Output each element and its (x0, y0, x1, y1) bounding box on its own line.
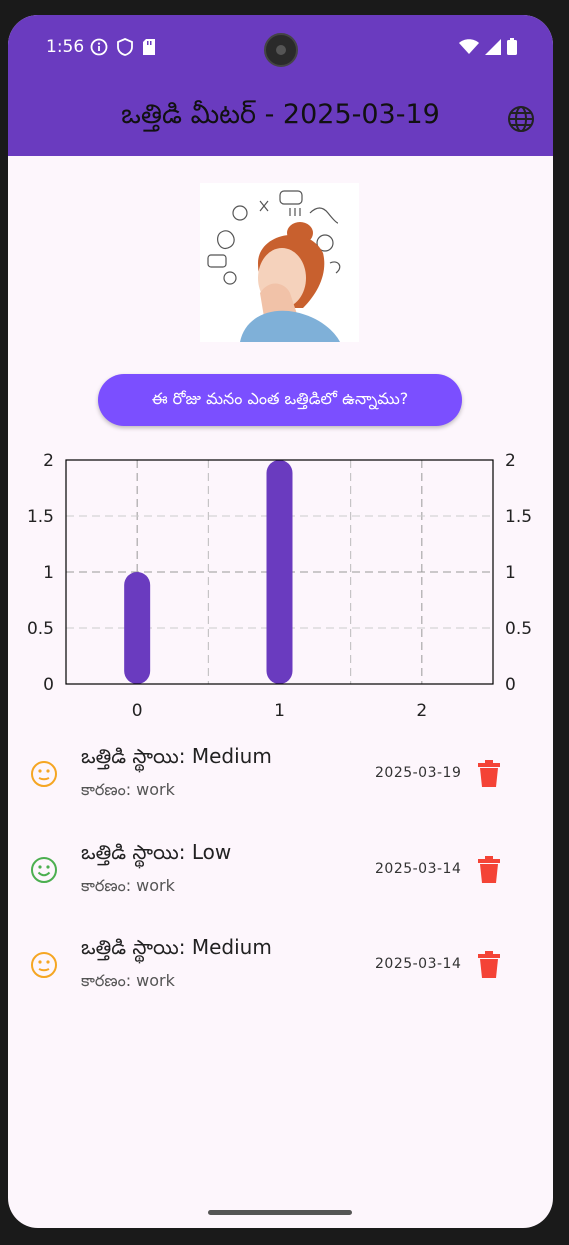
app-bar: 1:56 ఒత్తిడి మీటర్ - 2025-03-19 (8, 15, 553, 156)
x-tick-label: 2 (416, 701, 427, 720)
y-tick-label-right: 1 (505, 563, 516, 583)
globe-icon[interactable] (507, 105, 535, 133)
chart-frame (65, 459, 494, 685)
entry-reason: కారణం: work (81, 780, 175, 799)
x-tick-label: 1 (274, 701, 285, 720)
entry-reason: కారణం: work (81, 876, 175, 895)
trash-icon (478, 951, 500, 978)
stress-chart: 0 0 0.5 0.5 1 1 1.5 1.5 2 2 0 1 2 (27, 451, 532, 720)
y-tick-label-right: 1.5 (505, 507, 532, 527)
page-title: ఒత్తిడి మీటర్ - 2025-03-19 (121, 99, 440, 130)
list-item[interactable]: ఒత్తిడి స్థాయి: Medium కారణం: work 2025-… (8, 730, 553, 820)
entry-date: 2025-03-14 (375, 956, 462, 972)
entry-reason: కారణం: work (81, 971, 175, 990)
neutral-face-icon (31, 761, 57, 787)
chart-bar (124, 572, 151, 684)
home-indicator[interactable] (208, 1210, 352, 1215)
entry-stress-level: ఒత్తిడి స్థాయి: Medium (81, 935, 272, 959)
y-tick-label-right: 0.5 (505, 619, 532, 639)
sd-card-icon (143, 39, 155, 55)
delete-button[interactable] (478, 856, 500, 884)
y-tick-label-left: 0 (43, 675, 54, 695)
front-camera (264, 33, 298, 67)
signal-icon (485, 38, 501, 55)
stress-illustration (200, 183, 359, 342)
y-tick-label-right: 0 (505, 675, 516, 695)
x-tick-label: 0 (132, 701, 143, 720)
chart-bar (266, 460, 293, 684)
status-time: 1:56 (46, 37, 85, 57)
entry-date: 2025-03-19 (375, 765, 462, 781)
smile-face-icon (31, 857, 57, 883)
list-item[interactable]: ఒత్తిడి స్థాయి: Medium కారణం: work 2025-… (8, 921, 553, 1011)
status-icons-right (459, 38, 517, 55)
battery-icon (507, 38, 517, 55)
shield-icon (117, 38, 133, 56)
entry-date: 2025-03-14 (375, 861, 462, 877)
delete-button[interactable] (478, 951, 500, 979)
delete-button[interactable] (478, 760, 500, 788)
check-stress-button[interactable]: ఈ రోజు మనం ఎంత ఒత్తిడిలో ఉన్నాము? (98, 374, 462, 426)
y-tick-label-left: 1 (43, 563, 54, 583)
phone-screen: 1:56 ఒత్తిడి మీటర్ - 2025-03-19 (8, 15, 553, 1228)
y-tick-label-left: 0.5 (27, 619, 54, 639)
info-icon (90, 38, 108, 56)
y-tick-label-right: 2 (505, 451, 516, 471)
list-item[interactable]: ఒత్తిడి స్థాయి: Low కారణం: work 2025-03-… (8, 826, 553, 916)
y-tick-label-left: 1.5 (27, 507, 54, 527)
wifi-icon (459, 38, 479, 54)
entry-stress-level: ఒత్తిడి స్థాయి: Medium (81, 744, 272, 768)
status-icons-left (90, 38, 156, 56)
entry-stress-level: ఒత్తిడి స్థాయి: Low (81, 840, 232, 864)
y-tick-label-left: 2 (43, 451, 54, 471)
trash-icon (478, 856, 500, 883)
trash-icon (478, 760, 500, 787)
neutral-face-icon (31, 952, 57, 978)
